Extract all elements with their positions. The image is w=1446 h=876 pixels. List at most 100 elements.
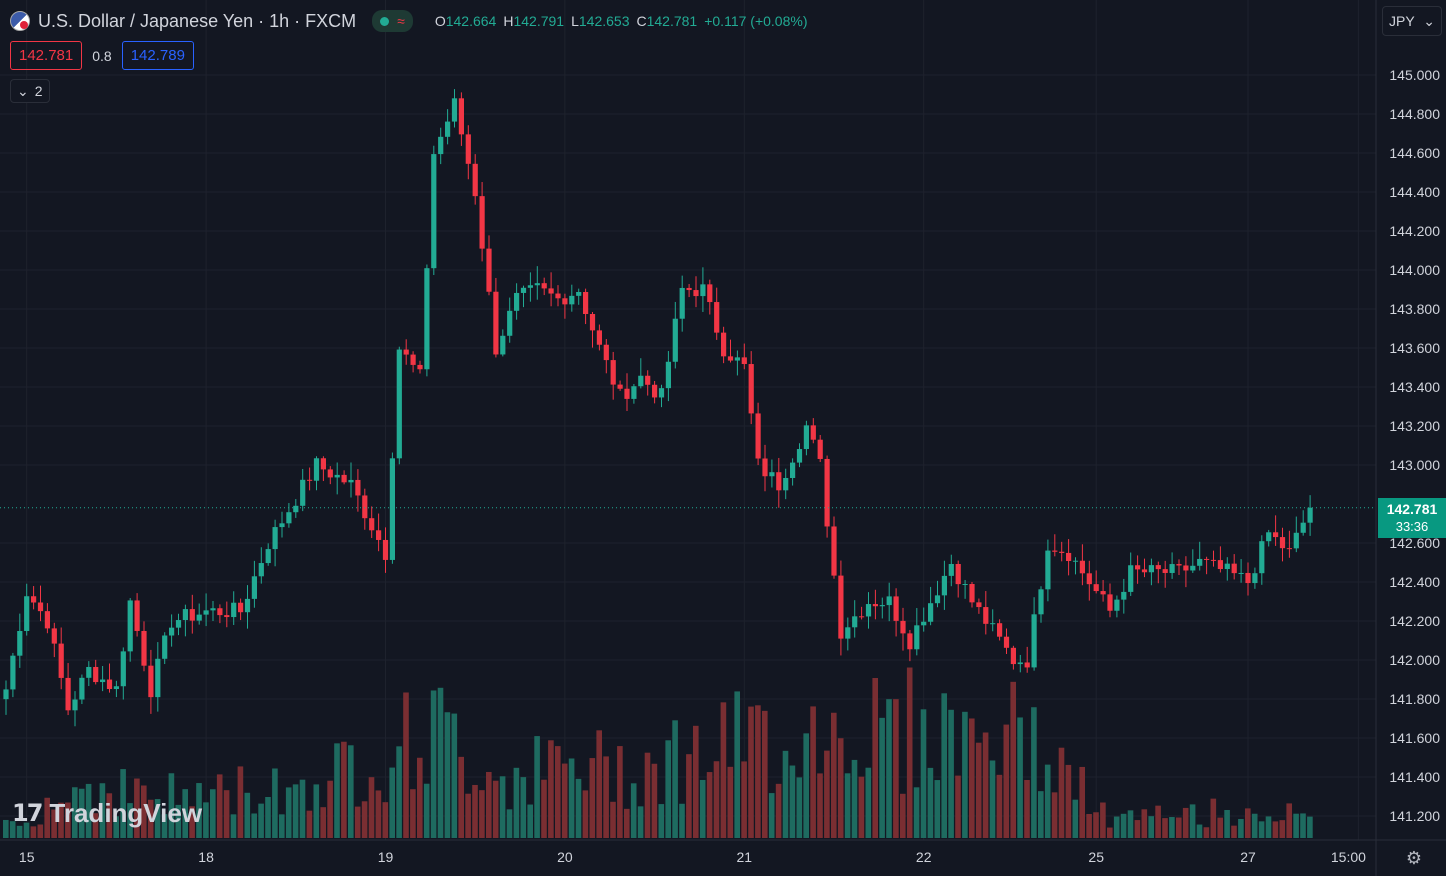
candle-body [1128, 565, 1134, 592]
volume-bar [51, 809, 57, 838]
volume-bar [58, 802, 64, 838]
candle-body [1038, 589, 1044, 615]
volume-bar [975, 742, 982, 838]
candle-body [327, 469, 333, 478]
volume-bar [803, 733, 809, 838]
volume-bar [168, 773, 175, 838]
symbol-title[interactable]: U.S. Dollar / Japanese Yen · 1h · FXCM [38, 10, 357, 31]
volume-bar [1024, 779, 1030, 838]
candle-body [279, 523, 285, 528]
price-tick-label: 143.600 [1389, 340, 1440, 356]
candle-body [969, 584, 975, 603]
candle-body [79, 677, 85, 700]
volume-bar [679, 803, 685, 838]
volume-bar [913, 787, 920, 838]
candle-body [1052, 550, 1058, 552]
candle-body [210, 608, 216, 611]
candle-body [576, 292, 582, 296]
volume-bar [479, 790, 485, 838]
volume-bar [996, 774, 1003, 838]
candle-body [431, 154, 437, 269]
gear-icon[interactable]: ⚙ [1405, 848, 1423, 868]
candle-body [665, 361, 671, 389]
volume-bar [437, 687, 444, 838]
volume-bar [727, 766, 734, 838]
candle-body [865, 604, 872, 617]
indicators-toggle-button[interactable]: ⌄ 2 [10, 79, 50, 103]
price-tick-label: 142.400 [1389, 574, 1440, 590]
volume-bar [16, 825, 23, 838]
candle-body [320, 458, 326, 470]
volume-bar [258, 803, 264, 838]
price-tick-label: 144.000 [1389, 262, 1440, 278]
volume-bar [651, 763, 658, 838]
volume-bar [596, 730, 602, 838]
candle-body [1238, 572, 1244, 574]
volume-bar [824, 750, 830, 838]
volume-bar [665, 740, 671, 838]
volume-bar [1238, 818, 1244, 838]
price-tick-label: 142.200 [1389, 613, 1440, 629]
candle-body [238, 602, 244, 613]
volume-bar [1203, 827, 1210, 838]
volume-bar [375, 790, 382, 838]
tradingview-logo[interactable]: 𝟭𝟳 TradingView [12, 798, 202, 829]
volume-bar [851, 759, 858, 838]
volume-bar [1169, 817, 1175, 838]
candle-body [962, 584, 968, 586]
volume-bar [1258, 821, 1265, 838]
volume-bar [1265, 816, 1272, 838]
sell-button[interactable]: 142.781 [10, 41, 83, 70]
volume-bar [244, 792, 251, 838]
price-tick-label: 141.200 [1389, 808, 1440, 824]
market-status[interactable]: ≈ [372, 10, 413, 32]
candle-body [1210, 559, 1217, 561]
candle-body [120, 651, 126, 687]
volume-bar [741, 761, 747, 838]
candle-body [907, 633, 913, 650]
price-tick-label: 141.800 [1389, 691, 1440, 707]
currency-select[interactable]: JPY ⌄ [1382, 6, 1442, 36]
price-tick-label: 142.000 [1389, 652, 1440, 668]
volume-bar [982, 732, 989, 838]
candle-body [313, 458, 320, 481]
volume-bar [389, 767, 395, 838]
candle-body [1245, 572, 1251, 584]
candle-body [86, 666, 92, 678]
candle-body [1024, 662, 1030, 668]
candle-body [272, 527, 278, 550]
volume-bar [644, 752, 651, 838]
currency-label: JPY [1389, 13, 1415, 29]
volume-bar [1113, 816, 1120, 838]
candle-body [514, 292, 520, 311]
volume-bar [927, 767, 934, 838]
volume-bar [430, 690, 437, 838]
candle-body [1003, 636, 1010, 648]
volume-bar [989, 760, 996, 838]
volume-bar [920, 709, 927, 838]
candle-body [983, 607, 989, 624]
volume-bar [65, 802, 71, 838]
volume-bar [658, 804, 665, 838]
candle-body [472, 163, 478, 197]
volume-bar [796, 777, 803, 838]
volume-bar [1003, 724, 1010, 838]
candle-body [921, 621, 927, 626]
buy-button[interactable]: 142.789 [121, 41, 194, 70]
candle-body [1293, 532, 1299, 549]
candle-body [175, 620, 182, 628]
candle-body [1066, 552, 1072, 562]
candle-body [106, 679, 113, 690]
volume-bar [672, 720, 678, 838]
candle-body [810, 425, 816, 440]
volume-bar [879, 717, 885, 838]
volume-bar [948, 709, 954, 838]
candle-body [527, 285, 533, 288]
volume-bar [1251, 813, 1258, 838]
candle-body [879, 605, 885, 607]
candle-body [1107, 594, 1113, 611]
volume-bar [1231, 825, 1237, 838]
candle-body [589, 313, 596, 331]
price-tick-label: 144.800 [1389, 106, 1440, 122]
